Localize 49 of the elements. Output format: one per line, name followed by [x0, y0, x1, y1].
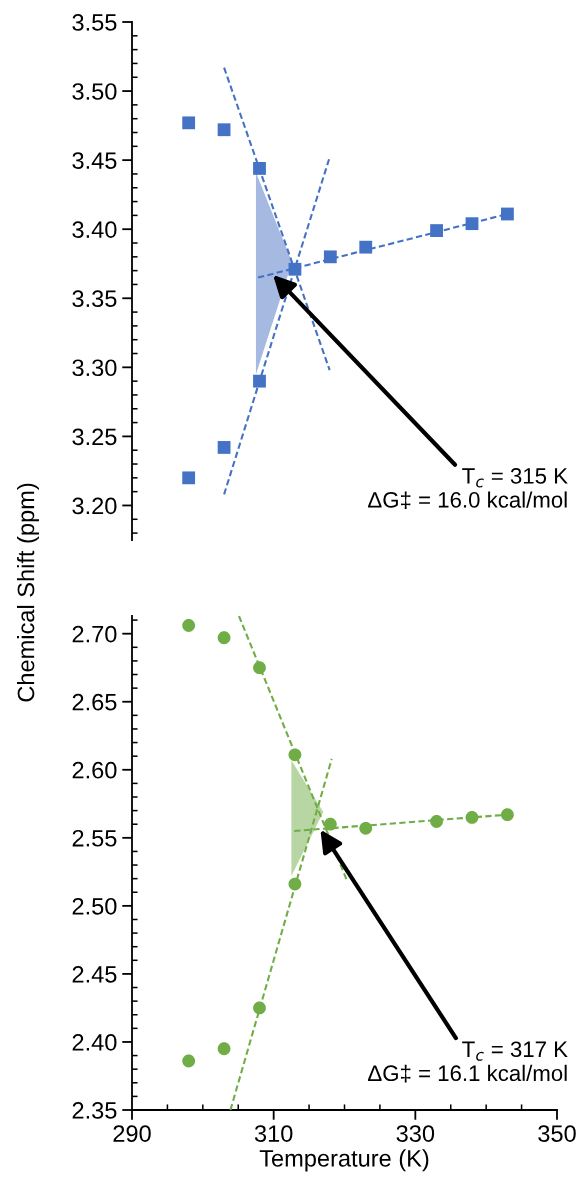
- point: [253, 374, 266, 388]
- x-axis-title: Temperature (K): [259, 1149, 429, 1172]
- y-tick-label: 2.35: [72, 1102, 117, 1119]
- point: [465, 811, 479, 824]
- point: [465, 217, 479, 231]
- point: [288, 877, 302, 891]
- point: [323, 817, 337, 831]
- y-tick-label: 2.40: [72, 1034, 117, 1051]
- y-tick-label: 2.70: [72, 625, 117, 643]
- y-tick-label: 3.50: [72, 83, 117, 100]
- x-tick-label: 350: [538, 1125, 576, 1142]
- point: [217, 123, 231, 137]
- point: [430, 224, 443, 237]
- x-tick-label: 330: [396, 1125, 435, 1142]
- point: [217, 631, 231, 645]
- point: [253, 1001, 266, 1015]
- point: [288, 748, 302, 762]
- point: [501, 207, 514, 221]
- y-tick-label: 2.45: [72, 965, 117, 983]
- point: [217, 441, 231, 454]
- x-tick-label: 290: [113, 1125, 151, 1142]
- y-tick-label: 3.55: [72, 14, 117, 31]
- point: [323, 250, 337, 264]
- y-tick-label: 2.60: [72, 761, 117, 779]
- y-tick-label: 3.25: [72, 428, 117, 446]
- point: [359, 240, 373, 254]
- y-tick-label: 2.55: [72, 829, 117, 847]
- point: [182, 116, 196, 130]
- point: [182, 471, 196, 485]
- point: [501, 808, 514, 822]
- point: [253, 661, 266, 675]
- y-axis-title: Chemical Shift (ppm): [17, 483, 39, 702]
- point: [182, 619, 196, 632]
- point: [288, 262, 302, 276]
- point: [430, 815, 443, 828]
- y-tick-label: 3.35: [72, 290, 117, 308]
- y-tick-label: 3.40: [72, 221, 117, 238]
- annotation: T$_{c}$ = 315 K ΔG‡ = 16.0 kcal/mol: [368, 468, 568, 510]
- point: [359, 821, 373, 835]
- point: [182, 1054, 196, 1068]
- y-tick-label: 3.20: [72, 497, 117, 515]
- y-tick-label: 2.65: [72, 693, 117, 711]
- annotation: T$_{c}$ = 317 K ΔG‡ = 16.1 kcal/mol: [368, 1041, 568, 1083]
- y-tick-label: 3.30: [72, 359, 117, 377]
- x-tick-label: 310: [254, 1125, 293, 1142]
- point: [217, 1042, 231, 1056]
- y-tick-label: 2.50: [72, 897, 117, 915]
- point: [253, 162, 266, 175]
- y-tick-label: 3.45: [72, 152, 117, 169]
